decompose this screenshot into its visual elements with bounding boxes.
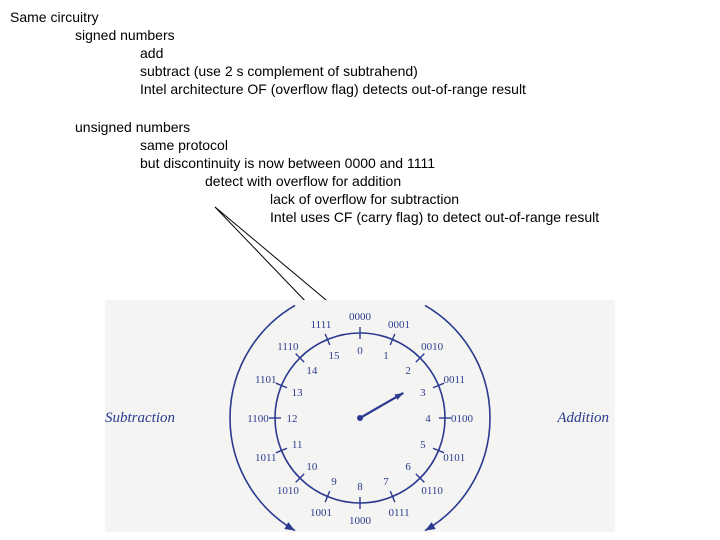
svg-text:6: 6 xyxy=(405,461,411,473)
svg-text:0101: 0101 xyxy=(443,452,465,464)
line-subtract: subtract (use 2 s complement of subtrahe… xyxy=(140,62,418,81)
svg-text:0010: 0010 xyxy=(421,341,444,353)
svg-text:2: 2 xyxy=(405,365,411,377)
line-intel-cf: Intel uses CF (carry flag) to detect out… xyxy=(270,208,599,227)
svg-text:0111: 0111 xyxy=(388,507,409,519)
number-wheel-diagram: 0000010001200103001140100501016011070111… xyxy=(105,300,615,532)
svg-text:1100: 1100 xyxy=(247,413,269,425)
svg-text:9: 9 xyxy=(331,476,337,488)
svg-text:1110: 1110 xyxy=(277,341,299,353)
subtraction-label: Subtraction xyxy=(105,410,175,427)
line-intel-of: Intel architecture OF (overflow flag) de… xyxy=(140,80,526,99)
line-signed-numbers: signed numbers xyxy=(75,26,175,45)
line-add: add xyxy=(140,44,163,63)
svg-text:1111: 1111 xyxy=(311,319,332,331)
line-same-protocol: same protocol xyxy=(140,136,228,155)
svg-text:0000: 0000 xyxy=(349,311,372,323)
svg-text:8: 8 xyxy=(357,481,363,493)
svg-text:12: 12 xyxy=(287,413,298,425)
number-wheel-svg: 0000010001200103001140100501016011070111… xyxy=(105,300,615,532)
addition-label: Addition xyxy=(557,410,609,427)
svg-text:5: 5 xyxy=(420,439,426,451)
svg-text:0110: 0110 xyxy=(421,485,443,497)
svg-text:1101: 1101 xyxy=(255,374,277,386)
svg-text:1000: 1000 xyxy=(349,515,372,527)
svg-text:7: 7 xyxy=(383,476,389,488)
svg-text:0: 0 xyxy=(357,345,363,357)
svg-text:3: 3 xyxy=(420,387,426,399)
svg-text:1001: 1001 xyxy=(310,507,332,519)
svg-text:10: 10 xyxy=(306,461,318,473)
line-same-circuitry: Same circuitry xyxy=(10,8,99,27)
line-lack-overflow-sub: lack of overflow for subtraction xyxy=(270,190,459,209)
svg-text:1010: 1010 xyxy=(277,485,300,497)
line-discontinuity: but discontinuity is now between 0000 an… xyxy=(140,154,435,173)
svg-text:0100: 0100 xyxy=(451,413,474,425)
svg-text:0001: 0001 xyxy=(388,319,410,331)
svg-text:4: 4 xyxy=(425,413,431,425)
svg-text:15: 15 xyxy=(328,350,340,362)
svg-text:13: 13 xyxy=(292,387,304,399)
line-detect-overflow-add: detect with overflow for addition xyxy=(205,172,401,191)
svg-text:14: 14 xyxy=(306,365,318,377)
line-unsigned-numbers: unsigned numbers xyxy=(75,118,190,137)
svg-text:1011: 1011 xyxy=(255,452,277,464)
svg-text:0011: 0011 xyxy=(443,374,465,386)
svg-text:11: 11 xyxy=(292,439,303,451)
svg-text:1: 1 xyxy=(383,350,389,362)
